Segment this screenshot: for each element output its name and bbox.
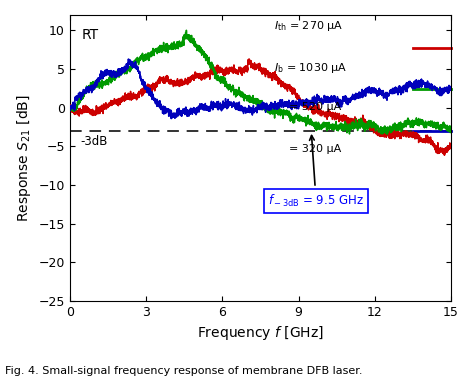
Text: $f_{\rm -3dB}$ = 9.5 GHz: $f_{\rm -3dB}$ = 9.5 GHz bbox=[268, 135, 364, 209]
Y-axis label: Response $S_{21}$ [dB]: Response $S_{21}$ [dB] bbox=[15, 94, 33, 222]
Text: $I_{\mathrm{th}}$ = 270 μA: $I_{\mathrm{th}}$ = 270 μA bbox=[274, 19, 343, 33]
Text: $I_{\mathrm{b}}$ = 1030 μA: $I_{\mathrm{b}}$ = 1030 μA bbox=[274, 61, 347, 75]
Text: = 520 μA: = 520 μA bbox=[289, 102, 341, 112]
Text: = 320 μA: = 320 μA bbox=[289, 144, 341, 153]
Text: -3dB: -3dB bbox=[80, 135, 107, 148]
Text: Fig. 4. Small-signal frequency response of membrane DFB laser.: Fig. 4. Small-signal frequency response … bbox=[5, 366, 362, 376]
X-axis label: Frequency $f$ [GHz]: Frequency $f$ [GHz] bbox=[197, 324, 324, 342]
Text: RT: RT bbox=[81, 28, 98, 42]
